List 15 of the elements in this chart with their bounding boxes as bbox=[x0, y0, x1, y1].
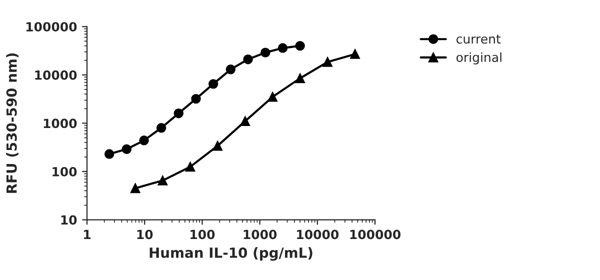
x-axis-title: Human IL-10 (pg/mL) bbox=[150, 247, 312, 261]
legend-label: current bbox=[456, 34, 501, 44]
y-tick-label: 1000 bbox=[44, 118, 77, 128]
y-tick-label: 100 bbox=[52, 166, 77, 176]
x-tick-label: 100 bbox=[190, 230, 215, 240]
legend-label: original bbox=[456, 52, 502, 64]
x-tick-label: 10000 bbox=[297, 230, 339, 240]
y-tick-label: 100000 bbox=[26, 22, 77, 32]
x-tick-label: 1 bbox=[84, 230, 90, 240]
x-tick-label: 10 bbox=[137, 230, 153, 240]
x-tick-label: 1000 bbox=[244, 230, 277, 240]
y-tick-label: 10 bbox=[61, 215, 77, 225]
x-tick-label: 100000 bbox=[350, 230, 400, 240]
y-tick-label: 10000 bbox=[35, 70, 77, 80]
y-axis-title: RFU (530-590 nm) bbox=[6, 53, 18, 193]
